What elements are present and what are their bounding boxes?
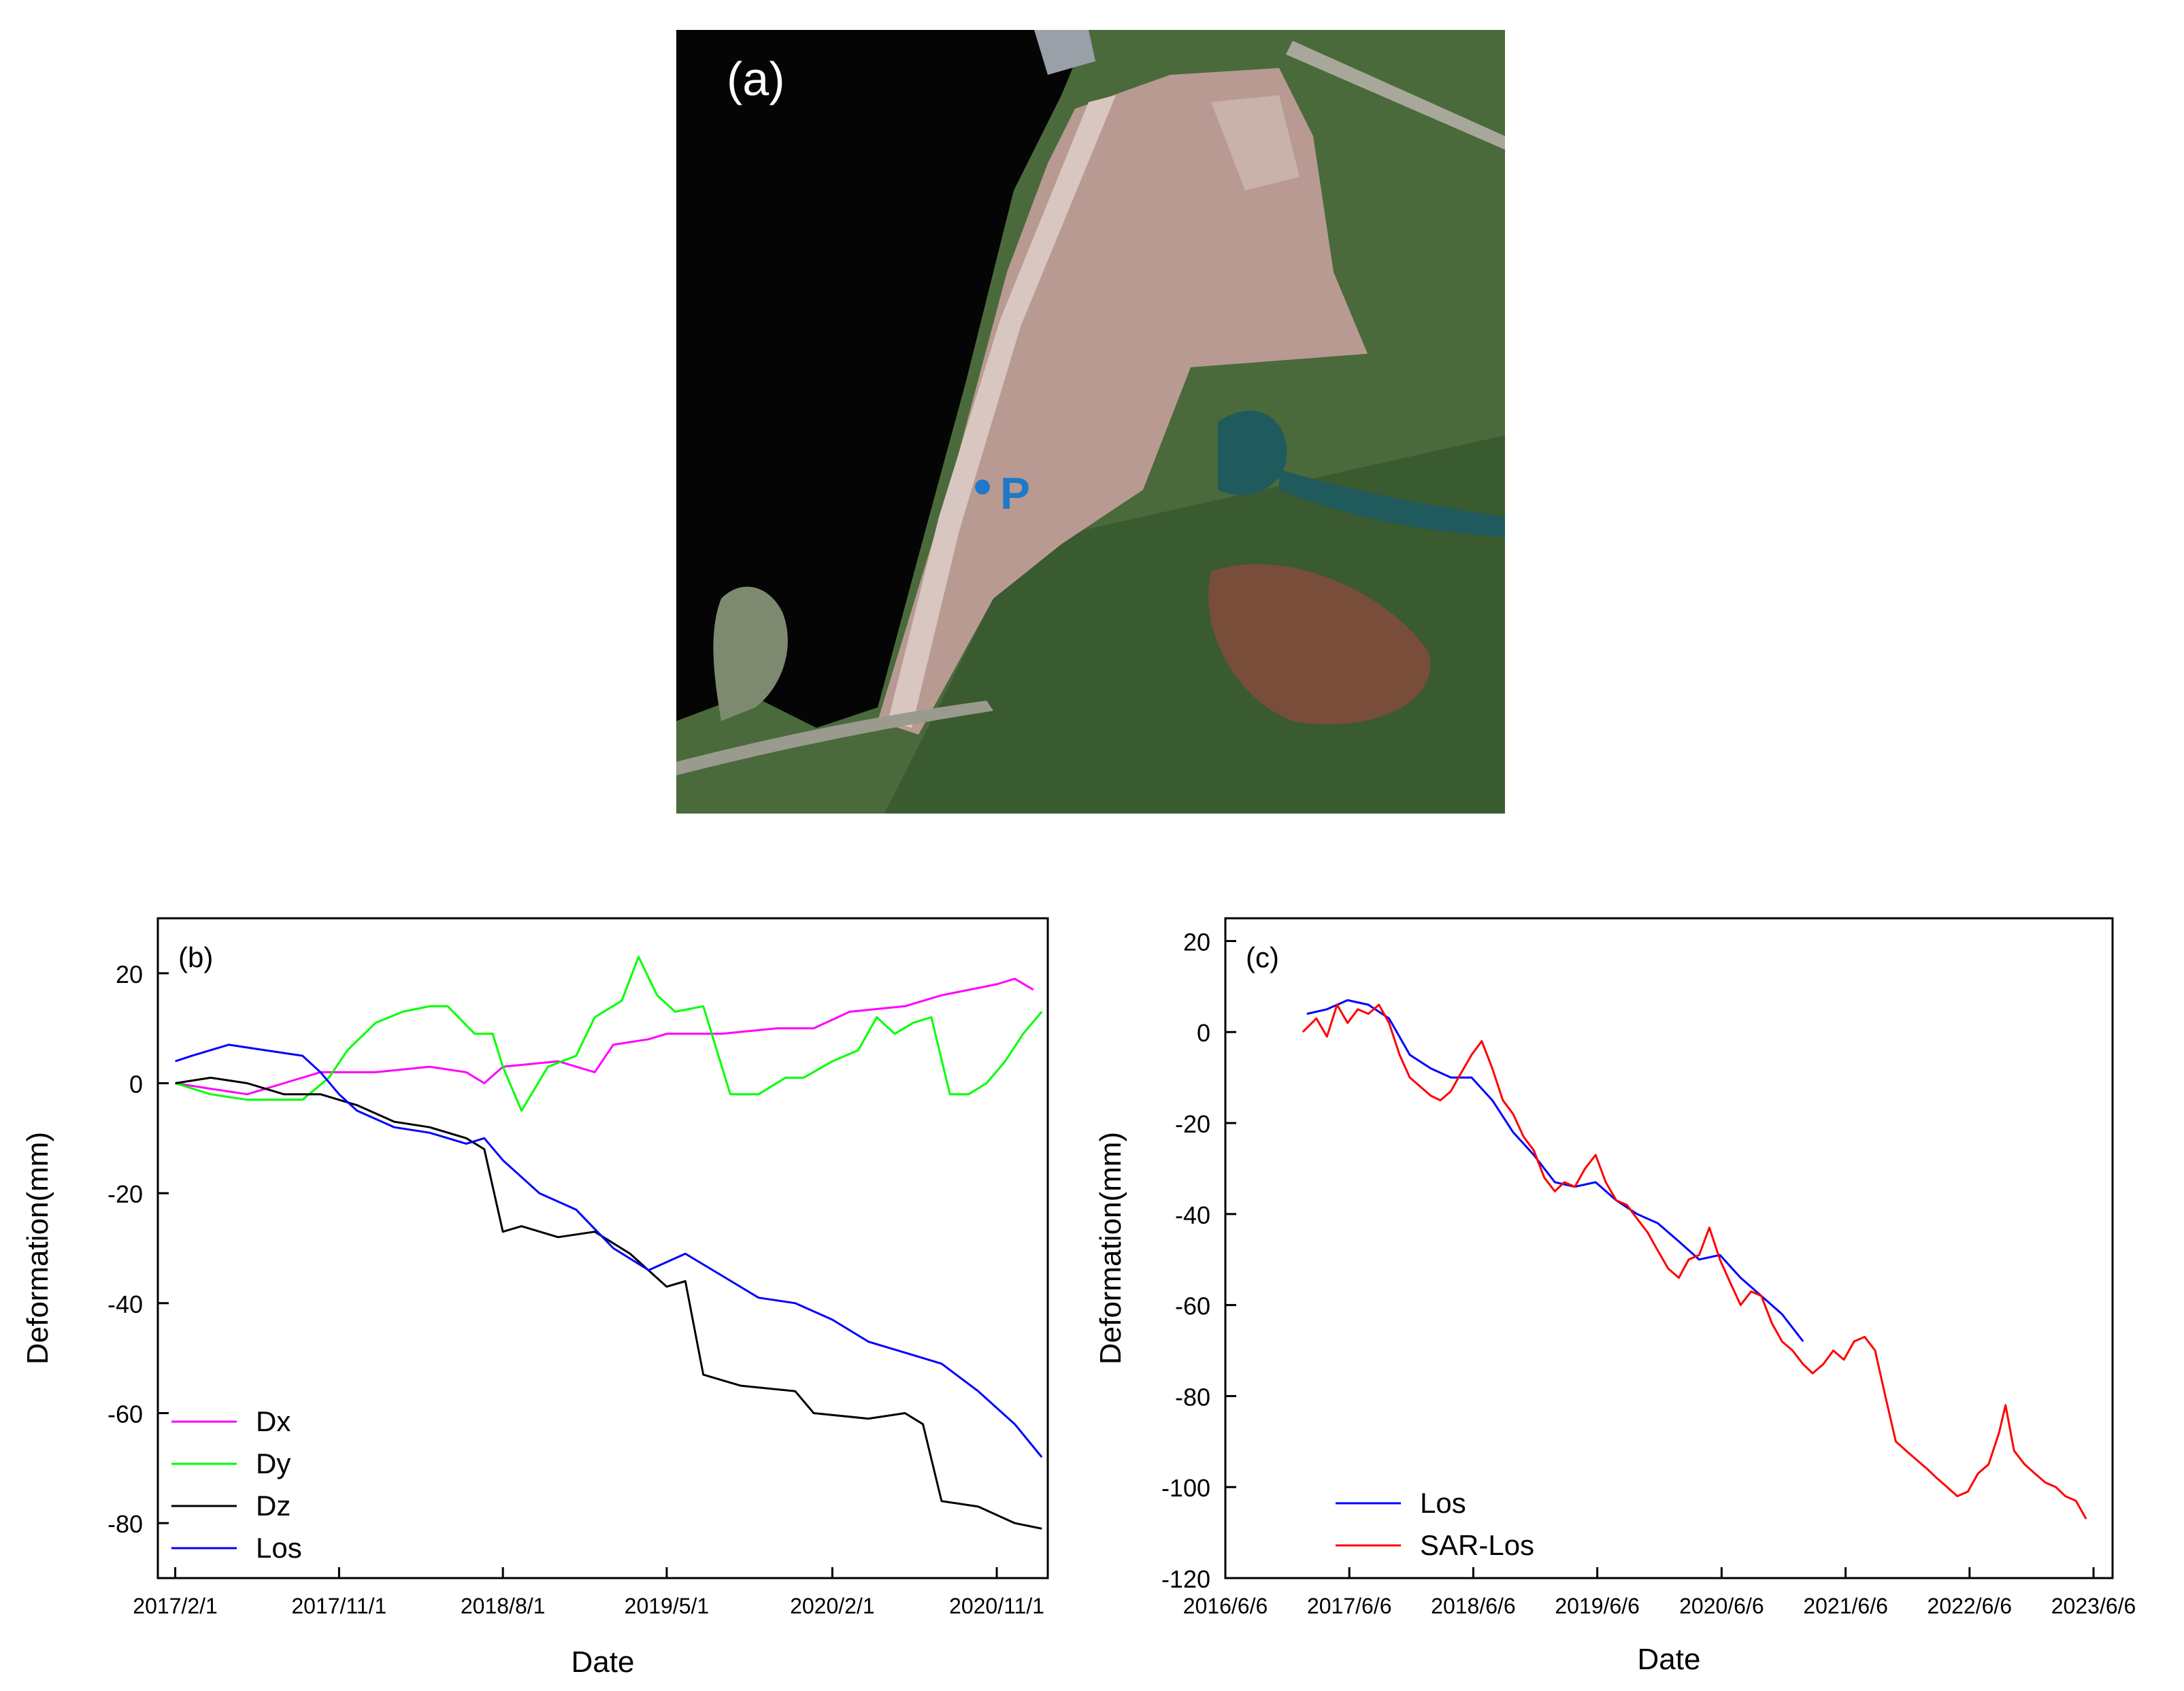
chart-b-x-tick-label: 2017/2/1 [133, 1594, 218, 1618]
chart-b-x-tick-label: 2019/5/1 [625, 1594, 710, 1618]
chart-b-series-los-line [176, 1045, 1042, 1457]
chart-b-series-dy-line [176, 957, 1042, 1111]
aerial-image-panel: (a) P [0, 0, 2184, 837]
chart-c-panel-label: (c) [1246, 941, 1279, 973]
chart-b-y-tick-label: -20 [107, 1180, 143, 1208]
chart-b-legend-label: Dz [256, 1490, 291, 1522]
chart-c-legend-label: SAR-Los [1420, 1529, 1534, 1561]
chart-c-legend: Los SAR-Los [1336, 1487, 1534, 1561]
chart-b-series-dx-line [176, 979, 1033, 1094]
chart-c-x-axis-label: Date [1638, 1643, 1701, 1676]
chart-b-y-tick-label: -40 [107, 1290, 143, 1318]
chart-c-y-tick-label: -40 [1175, 1201, 1210, 1229]
chart-c-x-tick-label: 2023/6/6 [2051, 1594, 2136, 1618]
chart-c-y-tick-label: -120 [1161, 1565, 1210, 1593]
chart-b-plot-frame [158, 918, 1048, 1578]
chart-c-x-tick-label: 2019/6/6 [1555, 1594, 1640, 1618]
panel-a-label: (a) [727, 52, 785, 105]
chart-c-x-tick-label: 2022/6/6 [1927, 1594, 2013, 1618]
chart-c-y-tick-label: -60 [1175, 1292, 1210, 1320]
chart-b-x-tick-label: 2020/2/1 [790, 1594, 875, 1618]
chart-c: 2016/6/6 2017/6/6 2018/6/6 2019/6/6 2020/6/6… [1092, 864, 2184, 1691]
chart-b-y-tick-label: 20 [116, 960, 143, 988]
chart-b-x-tick-label: 2018/8/1 [461, 1594, 546, 1618]
chart-c-y-tick-label: -80 [1175, 1383, 1210, 1411]
chart-b-x-axis-label: Date [572, 1645, 635, 1679]
chart-c-plot-frame [1225, 918, 2113, 1578]
chart-c-y-axis-label: Deformation(mm) [1094, 1132, 1127, 1364]
chart-b-x-tick-label: 2020/11/1 [949, 1594, 1044, 1618]
chart-b-panel-label: (b) [178, 941, 213, 973]
chart-b-legend: Dx Dy Dz Los [171, 1405, 302, 1564]
chart-c-series-los-line [1307, 1000, 1803, 1341]
chart-b-legend-label: Dx [256, 1405, 291, 1437]
chart-b-series-dz-line [176, 1077, 1042, 1528]
chart-c-x-tick-label: 2018/6/6 [1431, 1594, 1516, 1618]
chart-c-y-tick-label: 0 [1197, 1019, 1210, 1047]
chart-c-series-sar-los-line [1303, 1005, 2086, 1519]
chart-c-x-tick-label: 2016/6/6 [1183, 1594, 1268, 1618]
chart-c-y-tick-label: -20 [1175, 1110, 1210, 1138]
chart-b-legend-label: Los [256, 1532, 302, 1564]
chart-b-y-axis-label: Deformation(mm) [21, 1132, 54, 1364]
point-p-marker [975, 480, 990, 495]
chart-c-y-tick-label: 20 [1183, 928, 1210, 956]
chart-c-legend-label: Los [1420, 1487, 1466, 1519]
chart-c-x-tick-label: 2020/6/6 [1679, 1594, 1764, 1618]
chart-b-y-tick-label: -80 [107, 1510, 143, 1538]
chart-b: 2017/2/1 2017/11/1 2018/8/1 2019/5/1 2020/2/… [0, 864, 1092, 1691]
chart-c-x-tick-label: 2021/6/6 [1803, 1594, 1888, 1618]
aerial-image [676, 30, 1505, 814]
point-p-label: P [1000, 468, 1030, 518]
chart-b-y-tick-label: 0 [129, 1071, 143, 1099]
chart-b-y-tick-label: -60 [107, 1401, 143, 1428]
chart-c-x-tick-label: 2017/6/6 [1307, 1594, 1392, 1618]
chart-c-y-tick-label: -100 [1161, 1474, 1210, 1502]
chart-b-legend-label: Dy [256, 1447, 291, 1479]
chart-b-x-tick-label: 2017/11/1 [291, 1594, 386, 1618]
